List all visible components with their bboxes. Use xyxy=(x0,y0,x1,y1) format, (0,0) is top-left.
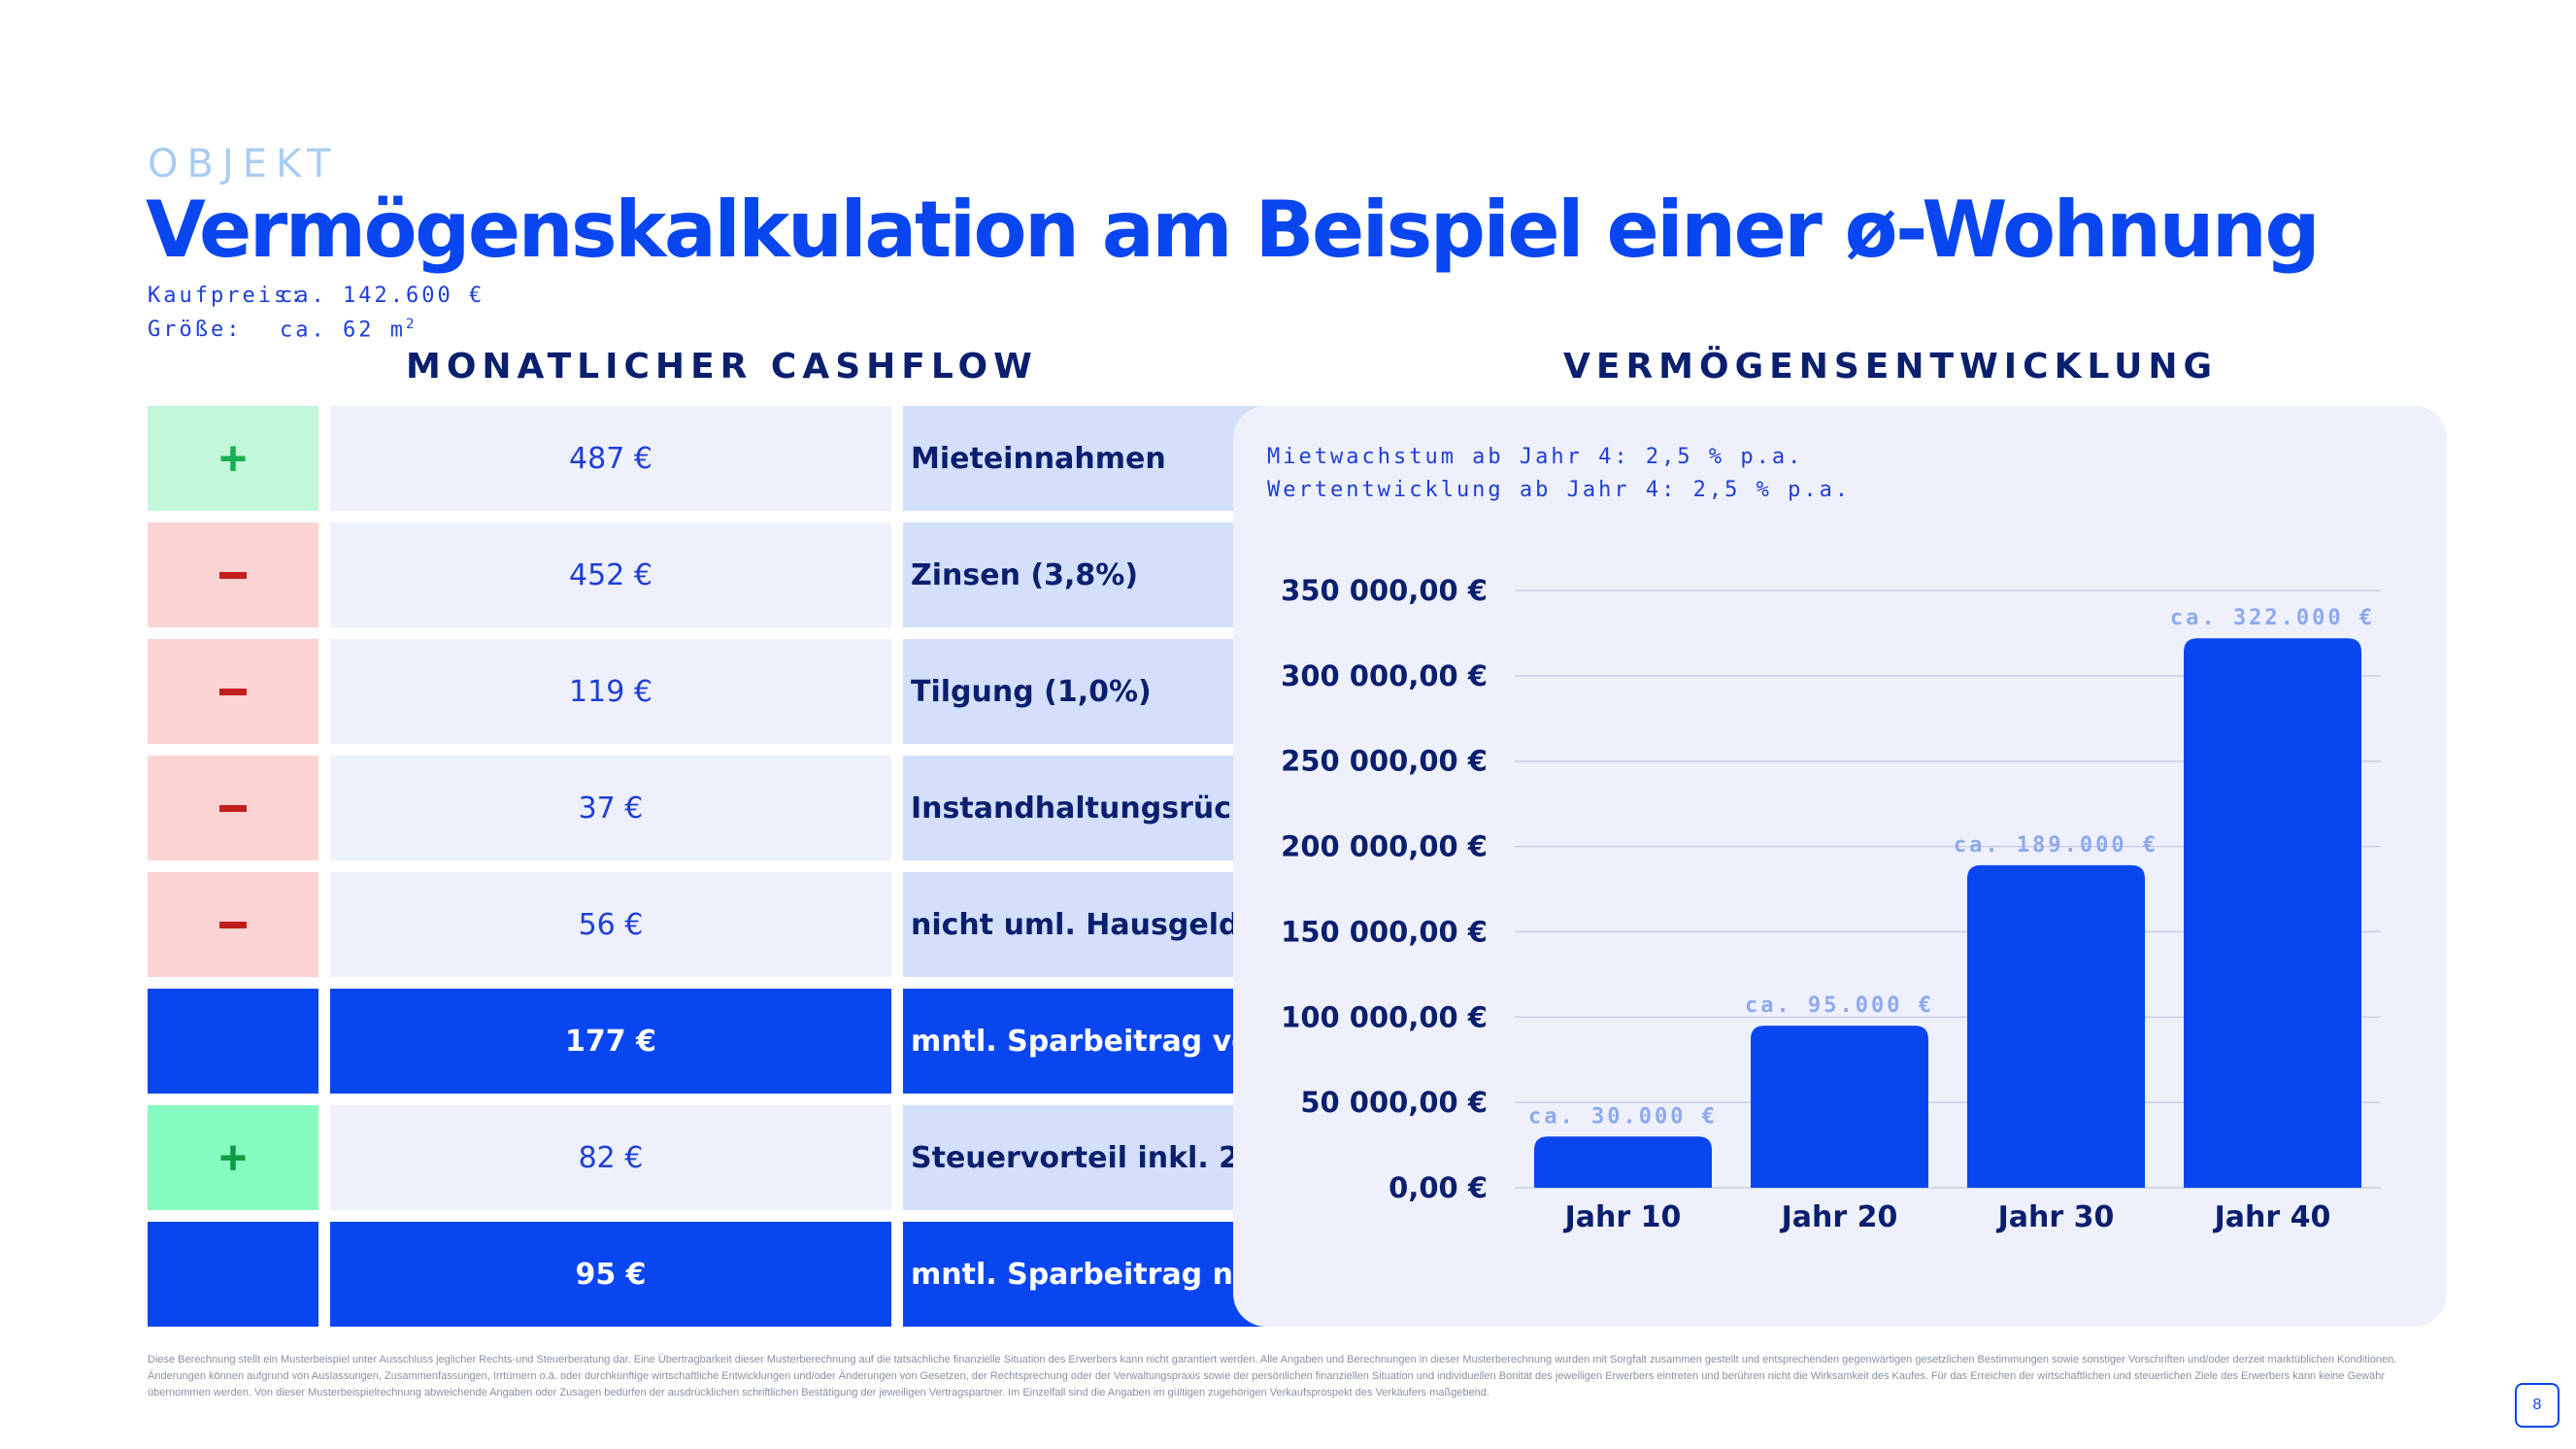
cashflow-row-mieteinnahmen: + 487 € Mieteinnahmen xyxy=(148,406,1352,511)
minus-icon xyxy=(148,522,318,627)
minus-icon xyxy=(148,639,318,744)
cashflow-row-sparbeitrag-nach-steuern: 95 € mntl. Sparbeitrag nach Steuern xyxy=(148,1222,1431,1327)
cashflow-row-hausgeld: 56 € nicht uml. Hausgeld xyxy=(148,872,1352,977)
minus-icon xyxy=(148,756,318,860)
x-tick-label: Jahr 40 xyxy=(2213,1200,2331,1234)
y-tick-label: 200 000,00 € xyxy=(1281,830,1488,863)
cashflow-row-zinsen: 452 € Zinsen (3,8%) xyxy=(148,522,1352,627)
bar-data-label: ca. 95.000 € xyxy=(1745,994,1934,1018)
size-info: Größe: ca. 62 m2 xyxy=(148,317,417,342)
y-tick-label: 0,00 € xyxy=(1388,1171,1488,1204)
cashflow-heading: MONATLICHER CASHFLOW xyxy=(406,347,1038,387)
cashflow-row-tilgung: 119 € Tilgung (1,0%) xyxy=(148,639,1352,744)
cashflow-row-steuervorteil: + 82 € Steuervorteil inkl. 2% AfA xyxy=(148,1105,1352,1210)
page-number: 8 xyxy=(2515,1383,2559,1428)
eyebrow-label: OBJEKT xyxy=(148,142,340,186)
cashflow-amount: 82 € xyxy=(330,1105,891,1210)
wealth-bar-chart: 0,00 € 50 000,00 € 100 000,00 € 150 000,00 … xyxy=(1281,574,2381,1234)
bar xyxy=(2184,638,2361,1188)
cashflow-row-instandhaltung: 37 € Instandhaltungsrücklage xyxy=(148,756,1352,860)
cashflow-row-sparbeitrag-vor-steuern: 177 € mntl. Sparbeitrag vor Steuern xyxy=(148,989,1406,1094)
cashflow-amount: 119 € xyxy=(330,639,891,744)
size-label: Größe: xyxy=(148,318,243,343)
page-title: Vermögenskalkulation am Beispiel einer ø… xyxy=(146,185,2321,275)
total-marker xyxy=(148,1222,318,1327)
x-tick-label: Jahr 30 xyxy=(1996,1200,2115,1234)
size-value: ca. 62 m xyxy=(280,318,406,343)
price-label: Kaufpreis: xyxy=(148,284,306,308)
x-tick-label: Jahr 10 xyxy=(1563,1200,1682,1234)
bar xyxy=(1534,1136,1712,1188)
plus-icon: + xyxy=(148,406,318,511)
bar-data-label: ca. 322.000 € xyxy=(2170,606,2375,630)
bar-data-label: ca. 189.000 € xyxy=(1954,833,2158,858)
bar-data-label: ca. 30.000 € xyxy=(1528,1104,1718,1129)
note-mietwachstum: Mietwachstum ab Jahr 4: 2,5 % p.a. xyxy=(1267,445,1804,469)
plus-icon: + xyxy=(148,1105,318,1210)
cashflow-amount: 37 € xyxy=(330,756,891,860)
legal-disclaimer: Diese Berechnung stellt ein Musterbeispi… xyxy=(148,1354,2397,1398)
cashflow-amount: 56 € xyxy=(330,872,891,977)
cashflow-amount: 452 € xyxy=(330,522,891,627)
y-tick-label: 350 000,00 € xyxy=(1281,574,1488,607)
y-tick-label: 50 000,00 € xyxy=(1300,1086,1488,1119)
cashflow-amount: 95 € xyxy=(330,1222,891,1327)
y-tick-label: 100 000,00 € xyxy=(1281,1000,1488,1033)
cashflow-amount: 487 € xyxy=(330,406,891,511)
bar xyxy=(1967,864,2145,1188)
y-tick-label: 300 000,00 € xyxy=(1281,659,1488,692)
note-wertentwicklung: Wertentwicklung ab Jahr 4: 2,5 % p.a. xyxy=(1267,478,1852,502)
y-tick-label: 150 000,00 € xyxy=(1281,915,1488,948)
x-tick-label: Jahr 20 xyxy=(1780,1200,1898,1234)
y-tick-label: 250 000,00 € xyxy=(1281,745,1488,778)
bar xyxy=(1751,1026,1928,1188)
vermoegen-heading: VERMÖGENSENTWICKLUNG xyxy=(1563,347,2219,387)
minus-icon xyxy=(148,872,318,977)
price-info: Kaufpreis:ca. 142.600 € xyxy=(148,284,485,308)
size-unit-superscript: 2 xyxy=(405,317,418,332)
total-marker xyxy=(148,989,318,1094)
price-value: ca. 142.600 € xyxy=(280,284,485,308)
cashflow-amount: 177 € xyxy=(330,989,891,1094)
